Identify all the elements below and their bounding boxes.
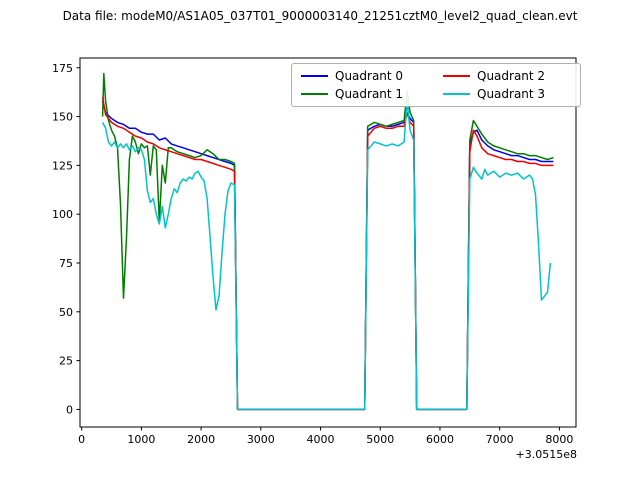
- legend-swatch-quadrant-0: [301, 75, 328, 77]
- x-tick-label: 1000: [127, 433, 155, 446]
- x-tick-label: 3000: [247, 433, 275, 446]
- series-line-quadrant-3: [101, 100, 552, 411]
- y-tick-label: 100: [52, 208, 73, 221]
- legend-item-quadrant-0: Quadrant 0: [301, 69, 429, 83]
- x-tick-label: 2000: [187, 433, 215, 446]
- y-tick-label: 0: [66, 403, 73, 416]
- series-line-quadrant-1: [101, 72, 554, 411]
- legend-label-quadrant-1: Quadrant 1: [335, 87, 404, 101]
- x-tick-label: 6000: [426, 433, 454, 446]
- y-tick-label: 175: [52, 62, 73, 75]
- chart-title: Data file: modeM0/AS1A05_037T01_90000031…: [62, 9, 578, 23]
- y-tick-label: 50: [59, 306, 73, 319]
- x-tick-label: 5000: [366, 433, 394, 446]
- legend-item-quadrant-3: Quadrant 3: [443, 87, 571, 101]
- legend-swatch-quadrant-3: [443, 93, 470, 95]
- x-tick-label: 8000: [545, 433, 573, 446]
- series-line-quadrant-2: [101, 96, 554, 411]
- x-tick-label: 7000: [486, 433, 514, 446]
- y-tick-label: 150: [52, 111, 73, 124]
- axes-frame: [79, 57, 577, 428]
- x-tick-label: 4000: [307, 433, 335, 446]
- legend-label-quadrant-0: Quadrant 0: [335, 69, 404, 83]
- legend-swatch-quadrant-2: [443, 75, 470, 77]
- legend-item-quadrant-1: Quadrant 1: [301, 87, 429, 101]
- y-tick-label: 75: [59, 257, 73, 270]
- legend: Quadrant 0 Quadrant 1 Quadrant 2 Quadran…: [291, 63, 581, 107]
- x-axis-offset-label: +3.0515e8: [515, 448, 577, 461]
- legend-label-quadrant-3: Quadrant 3: [477, 87, 546, 101]
- legend-item-quadrant-2: Quadrant 2: [443, 69, 571, 83]
- legend-swatch-quadrant-1: [301, 93, 328, 95]
- y-tick-label: 25: [59, 355, 73, 368]
- y-tick-label: 125: [52, 159, 73, 172]
- legend-label-quadrant-2: Quadrant 2: [477, 69, 546, 83]
- series-line-quadrant-0: [101, 100, 554, 411]
- x-tick-label: 0: [78, 433, 85, 446]
